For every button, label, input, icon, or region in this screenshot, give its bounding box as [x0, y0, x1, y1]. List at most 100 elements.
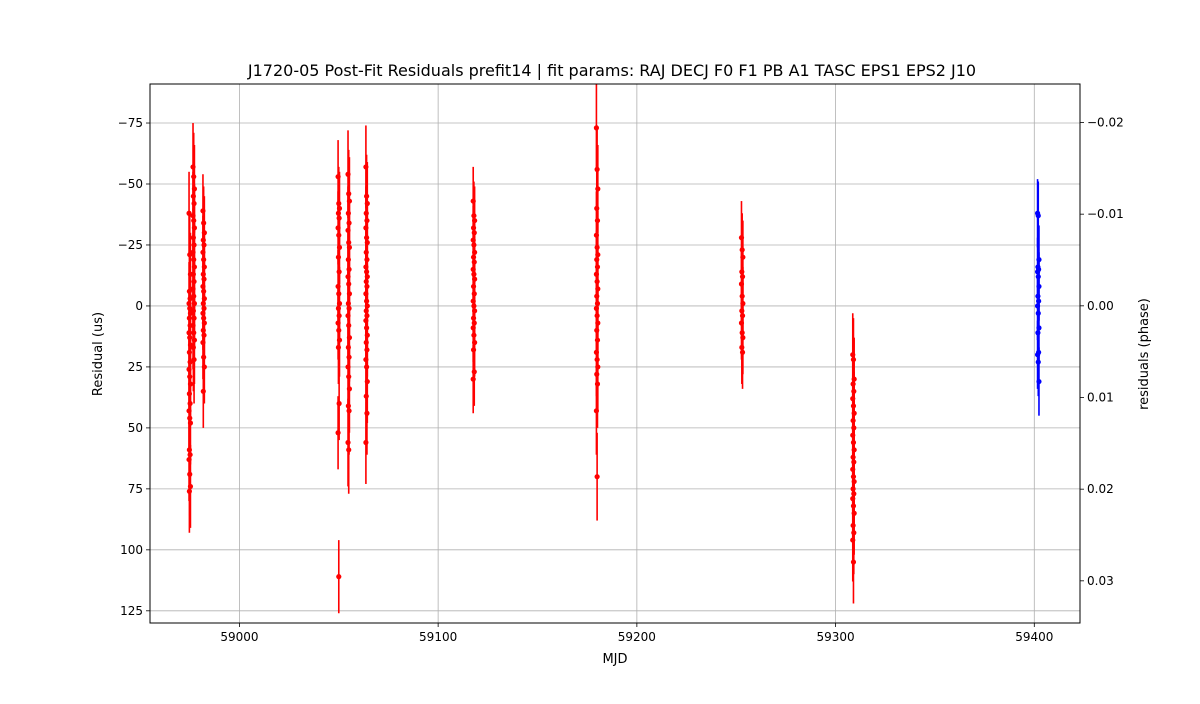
data-point [851, 459, 857, 465]
data-point [363, 393, 369, 399]
data-point [471, 271, 477, 277]
data-point [201, 264, 207, 270]
data-point [363, 308, 369, 314]
data-point [335, 254, 342, 260]
data-point [470, 237, 476, 243]
data-point [191, 330, 197, 336]
data-point [850, 352, 856, 358]
data-point [200, 237, 206, 243]
data-point [1036, 298, 1042, 304]
data-point [364, 235, 370, 241]
data-point [335, 283, 341, 290]
data-point [191, 278, 197, 285]
data-point [336, 337, 343, 343]
data-point [1035, 310, 1041, 316]
data-point [345, 210, 351, 216]
data-point [345, 274, 351, 280]
data-point [595, 252, 601, 258]
data-point [471, 230, 477, 236]
data-point [738, 281, 745, 287]
data-point [850, 439, 857, 446]
data-point [201, 276, 207, 282]
data-point [851, 376, 857, 382]
data-point [471, 259, 477, 265]
data-point [595, 286, 601, 292]
data-point [345, 439, 351, 446]
data-point [346, 220, 352, 226]
data-point [364, 303, 370, 309]
data-point [739, 308, 745, 314]
data-point [187, 359, 193, 365]
data-point [739, 293, 745, 299]
data-point [346, 335, 353, 341]
data-point [470, 325, 476, 331]
data-point [190, 322, 196, 329]
y2-tick-label: −0.01 [1087, 207, 1124, 221]
data-point [364, 410, 370, 416]
data-point [595, 364, 601, 370]
data-point [471, 320, 477, 326]
y2-tick-label: 0.03 [1087, 574, 1114, 588]
data-point [739, 269, 745, 275]
data-point [346, 305, 352, 311]
data-point [1035, 213, 1041, 219]
data-point [336, 400, 342, 407]
data-point [187, 420, 194, 426]
x-axis-label: MJD [602, 652, 627, 667]
data-point [201, 364, 207, 370]
data-point [593, 349, 600, 355]
data-point [335, 225, 341, 231]
data-point [1036, 257, 1042, 263]
data-point [594, 217, 601, 224]
data-point [191, 300, 198, 307]
data-point [336, 269, 342, 275]
data-point [336, 244, 343, 251]
x-tick-label: 59200 [618, 630, 656, 644]
data-point [190, 193, 196, 199]
y-tick-label: −75 [118, 116, 143, 130]
data-point [186, 456, 192, 463]
data-point [345, 344, 351, 351]
data-point [200, 249, 206, 255]
data-point [850, 417, 856, 424]
data-point [364, 347, 370, 353]
data-point [470, 283, 477, 290]
data-point [739, 349, 746, 355]
data-point [186, 488, 192, 494]
data-point [345, 227, 351, 233]
axis-ticks: 59000 59100 59200 59300 59400 −75 −50 −25 0 25 50 7… [118, 116, 1124, 645]
data-point [1035, 359, 1041, 365]
data-point [336, 215, 342, 221]
data-point [190, 164, 196, 170]
data-point [739, 344, 745, 351]
grid-lines [150, 84, 1080, 623]
data-point [850, 466, 856, 472]
data-point [190, 235, 196, 241]
data-point [363, 264, 369, 270]
data-point [470, 347, 477, 353]
data-point [187, 335, 193, 341]
chart-title: J1720-05 Post-Fit Residuals prefit14 | f… [247, 61, 976, 80]
data-point [594, 474, 600, 480]
data-point [363, 439, 369, 446]
data-point [850, 486, 856, 492]
data-point [364, 332, 370, 338]
data-point [336, 327, 342, 333]
data-point [363, 249, 369, 255]
data-point [345, 257, 351, 263]
data-point [364, 313, 370, 319]
data-point [336, 291, 342, 297]
data-point [363, 339, 369, 346]
data-point [363, 317, 369, 324]
data-point [850, 381, 856, 387]
data-point [594, 264, 601, 270]
data-point [594, 257, 600, 263]
data-point [346, 322, 352, 329]
data-point [593, 271, 600, 277]
data-point [200, 283, 206, 290]
data-point [594, 327, 600, 333]
data-point [201, 320, 207, 326]
data-point [471, 242, 477, 248]
data-point [364, 193, 370, 199]
